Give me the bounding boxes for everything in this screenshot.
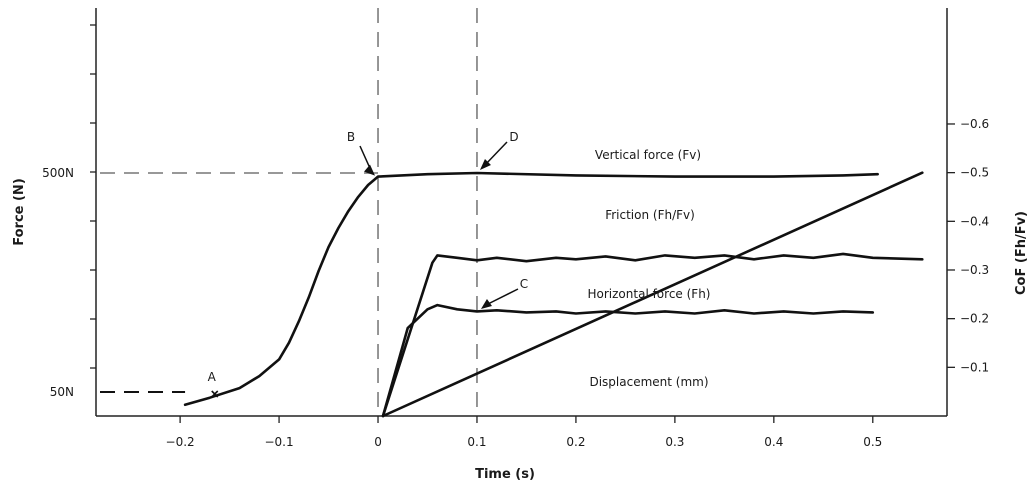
reference-lines xyxy=(100,8,478,416)
series-vertical-force xyxy=(183,171,880,407)
axes-frame xyxy=(95,8,948,417)
left-axis-ticks: 50N 500N xyxy=(42,24,96,399)
left-axis-title: Force (N) xyxy=(12,178,27,246)
x-tick-label-0: −0.2 xyxy=(166,435,195,449)
series-friction-label: Friction (Fh/Fv) xyxy=(605,208,695,222)
annotations: A B C D xyxy=(208,130,528,398)
series-group xyxy=(183,171,924,418)
x-tick-label-5: 0.3 xyxy=(665,435,684,449)
series-horizontal-force-label: Horizontal force (Fh) xyxy=(588,287,711,301)
series-displacement xyxy=(381,171,924,418)
series-horizontal-force xyxy=(381,303,875,418)
x-tick-label-4: 0.2 xyxy=(566,435,585,449)
x-tick-label-1: −0.1 xyxy=(264,435,293,449)
right-tick-label-4: −0.5 xyxy=(960,166,989,180)
right-tick-label-3: −0.4 xyxy=(960,214,989,228)
left-tick-label-0: 50N xyxy=(50,385,74,399)
annotation-d-leader xyxy=(484,141,508,166)
right-tick-label-0: −0.1 xyxy=(960,360,989,374)
series-friction xyxy=(381,252,924,418)
annotation-a-marker xyxy=(211,390,219,398)
right-tick-label-2: −0.3 xyxy=(960,263,989,277)
annotation-d-label: D xyxy=(509,130,518,144)
annotation-c-label: C xyxy=(520,277,528,291)
annotation-b-arrowhead xyxy=(364,164,376,176)
x-axis-title: Time (s) xyxy=(475,467,535,482)
annotation-a-label: A xyxy=(208,370,217,384)
x-tick-label-6: 0.4 xyxy=(764,435,783,449)
x-tick-label-3: 0.1 xyxy=(467,435,486,449)
annotation-c-arrowhead xyxy=(480,299,492,309)
right-axis-ticks: −0.1 −0.2 −0.3 −0.4 −0.5 −0.6 xyxy=(947,117,989,374)
series-vertical-force-label: Vertical force (Fv) xyxy=(595,148,701,162)
series-labels: Vertical force (Fv) Friction (Fh/Fv) Horiz… xyxy=(588,148,711,389)
right-tick-label-1: −0.2 xyxy=(960,312,989,326)
x-tick-label-7: 0.5 xyxy=(863,435,882,449)
x-axis-ticks: −0.2 −0.1 0 0.1 0.2 0.3 0.4 0.5 xyxy=(166,416,882,449)
right-tick-label-5: −0.6 xyxy=(960,117,989,131)
right-axis-title: CoF (Fh/Fv) xyxy=(1014,211,1029,295)
annotation-d-arrowhead xyxy=(479,159,491,170)
series-displacement-label: Displacement (mm) xyxy=(589,375,708,389)
annotation-b-label: B xyxy=(347,130,355,144)
left-tick-label-1: 500N xyxy=(42,166,74,180)
x-tick-label-2: 0 xyxy=(374,435,382,449)
annotation-c-leader xyxy=(485,288,519,306)
